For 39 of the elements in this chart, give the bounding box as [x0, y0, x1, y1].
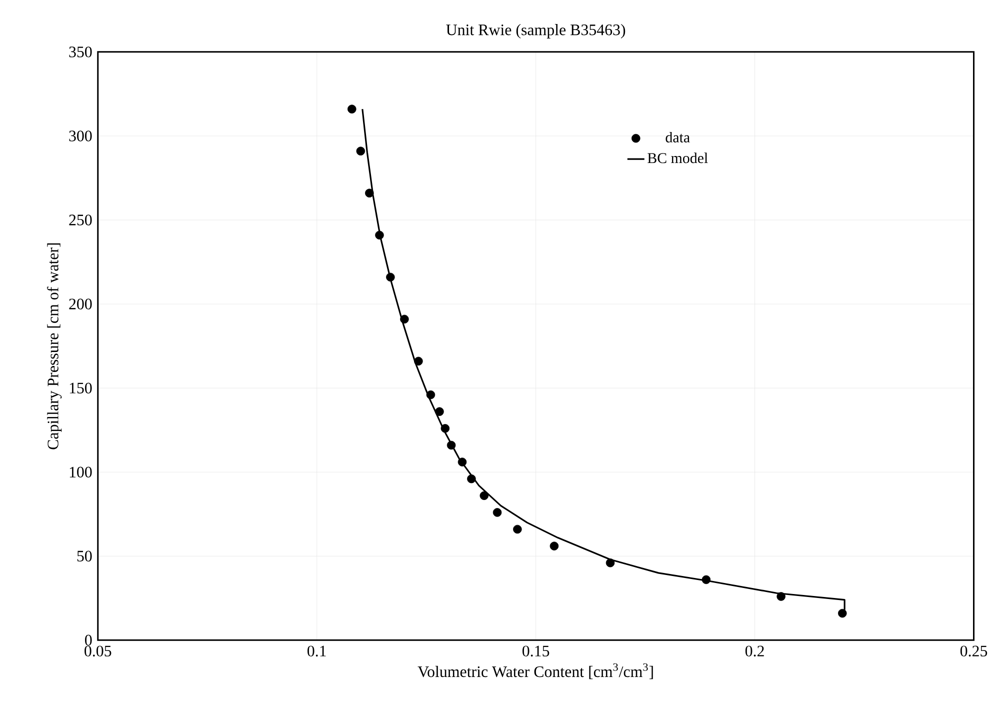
x-tick-label: 0.15 — [522, 646, 550, 656]
point — [440, 424, 450, 433]
y-tick-label: 350 — [69, 46, 92, 58]
x-tick-label: 0.05 — [84, 646, 112, 656]
point — [446, 440, 456, 450]
point — [467, 474, 476, 484]
y-axis-title: Capillary Pressure [cm of water] — [47, 243, 62, 450]
point — [458, 458, 467, 466]
point — [356, 146, 366, 156]
chart-title: Unit Rwie (sample B35463) — [446, 24, 626, 38]
y-tick-label: 50 — [77, 550, 92, 562]
point — [513, 524, 522, 534]
y-tick-label: 100 — [70, 466, 92, 478]
legend-label: data — [666, 132, 690, 142]
point — [400, 314, 409, 324]
legend-label: BC model — [648, 152, 708, 164]
x-tick-label: 0.1 — [308, 646, 326, 656]
x-axis-title: Volumetric Water Content [cm$^{3}$/cm$^{3}$] — [418, 663, 653, 680]
point — [838, 608, 847, 618]
point — [606, 558, 615, 568]
y-tick-label: 250 — [69, 214, 92, 226]
x-tick-label: 0.25 — [960, 646, 988, 656]
point — [776, 592, 786, 601]
point — [375, 230, 384, 240]
y-tick-label: 300 — [69, 130, 92, 142]
point — [365, 188, 374, 198]
y-tick-label: 200 — [69, 298, 92, 310]
point — [702, 575, 711, 584]
point — [426, 390, 436, 400]
point — [550, 542, 559, 550]
point — [386, 272, 395, 282]
x-tick-label: 0.2 — [745, 646, 764, 656]
y-tick-label: 0 — [85, 634, 92, 646]
point — [348, 104, 356, 114]
point — [414, 356, 423, 366]
point — [492, 508, 502, 517]
point — [435, 407, 444, 416]
y-tick-label: 150 — [70, 382, 92, 394]
point — [480, 491, 489, 500]
